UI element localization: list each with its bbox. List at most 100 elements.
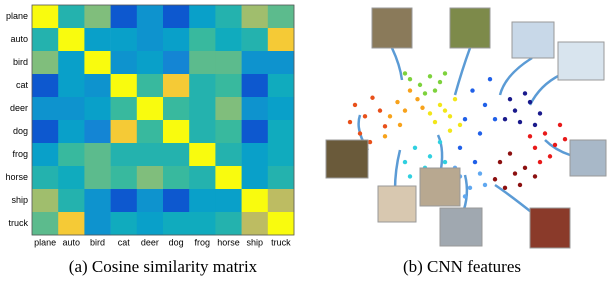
connector — [530, 75, 560, 105]
heatmap-cell — [111, 97, 138, 120]
heatmap-cell — [189, 166, 216, 189]
horse-image — [326, 140, 368, 178]
point — [548, 154, 552, 158]
heatmap-cell — [163, 97, 190, 120]
heatmap-cell — [215, 212, 242, 235]
heatmap-cell — [58, 97, 84, 120]
heatmap-cell — [268, 120, 295, 143]
heatmap-cell — [111, 5, 138, 28]
point — [358, 131, 362, 135]
heatmap-cell — [268, 166, 295, 189]
heatmap-cell — [84, 97, 111, 120]
point — [513, 108, 517, 112]
heatmap-cell — [189, 74, 216, 97]
point — [403, 160, 407, 164]
point — [533, 123, 537, 127]
heatmap-cell — [137, 5, 164, 28]
point — [463, 117, 467, 121]
point — [493, 177, 497, 181]
heatmap-cell — [84, 189, 111, 212]
point — [563, 137, 567, 141]
point — [478, 171, 482, 175]
x-tick-label: truck — [271, 237, 291, 247]
heatmap-cell — [111, 28, 138, 51]
heatmap-cell — [137, 212, 164, 235]
point — [408, 174, 412, 178]
point — [493, 117, 497, 121]
heatmap-cell — [58, 120, 84, 143]
heatmap-cell — [58, 212, 84, 235]
point — [363, 114, 367, 118]
point — [378, 108, 382, 112]
point — [428, 111, 432, 115]
heatmap-cell — [163, 166, 190, 189]
heatmap-cell — [215, 189, 242, 212]
heatmap-cell — [189, 28, 216, 51]
heatmap-cell — [137, 97, 164, 120]
heatmap-cell — [215, 5, 242, 28]
x-tick-label: horse — [217, 237, 240, 247]
point — [453, 97, 457, 101]
ship-image — [570, 140, 606, 176]
heatmap-cell — [58, 28, 84, 51]
heatmap-cell — [215, 166, 242, 189]
heatmap-cell — [242, 51, 269, 74]
point — [528, 134, 532, 138]
heatmap-cell — [215, 51, 242, 74]
y-tick-label: truck — [8, 218, 28, 228]
heatmap-cell — [32, 5, 59, 28]
point — [420, 106, 424, 110]
heatmap-cell — [163, 74, 190, 97]
heatmap-cell — [268, 28, 295, 51]
x-tick-label: frog — [195, 237, 211, 247]
dog-image — [378, 186, 416, 222]
heatmap-cell — [242, 74, 269, 97]
point — [388, 114, 392, 118]
heatmap-cell — [268, 212, 295, 235]
y-tick-label: cat — [16, 80, 29, 90]
point — [438, 140, 442, 144]
point — [423, 91, 427, 95]
heatmap-cell — [32, 120, 59, 143]
heatmap-cell — [111, 143, 138, 166]
point — [428, 74, 432, 78]
heatmap-cell — [111, 120, 138, 143]
heatmap-cell — [84, 74, 111, 97]
heatmap-cell — [268, 189, 295, 212]
heatmap-cell — [137, 166, 164, 189]
cat-image — [420, 168, 460, 206]
heatmap-cell — [32, 51, 59, 74]
heatmap-cell — [58, 74, 84, 97]
heatmap-cell — [58, 189, 84, 212]
heatmap-cell — [137, 143, 164, 166]
point — [508, 151, 512, 155]
heatmap-cell — [189, 189, 216, 212]
plane-image — [558, 42, 604, 80]
point — [403, 71, 407, 75]
heatmap-cell — [242, 212, 269, 235]
heatmap-cell — [189, 97, 216, 120]
point — [553, 143, 557, 147]
x-tick-label: dog — [169, 237, 184, 247]
heatmap-cell — [84, 166, 111, 189]
heatmap-cell — [32, 74, 59, 97]
point — [523, 91, 527, 95]
heatmap-cell — [189, 5, 216, 28]
heatmap-cell — [189, 51, 216, 74]
heatmap-cell — [58, 166, 84, 189]
y-tick-label: plane — [6, 11, 28, 21]
heatmap-cell — [163, 212, 190, 235]
heatmap-cell — [189, 143, 216, 166]
car-image — [440, 208, 482, 246]
point — [443, 71, 447, 75]
point — [458, 123, 462, 127]
caption: (b) CNN features — [403, 257, 521, 276]
heatmap-cell — [268, 5, 295, 28]
x-tick-label: plane — [34, 237, 56, 247]
point — [448, 128, 452, 132]
connector — [545, 140, 570, 155]
heatmap-cell — [84, 28, 111, 51]
connector — [395, 150, 400, 190]
point — [528, 100, 532, 104]
x-tick-label: bird — [90, 237, 105, 247]
